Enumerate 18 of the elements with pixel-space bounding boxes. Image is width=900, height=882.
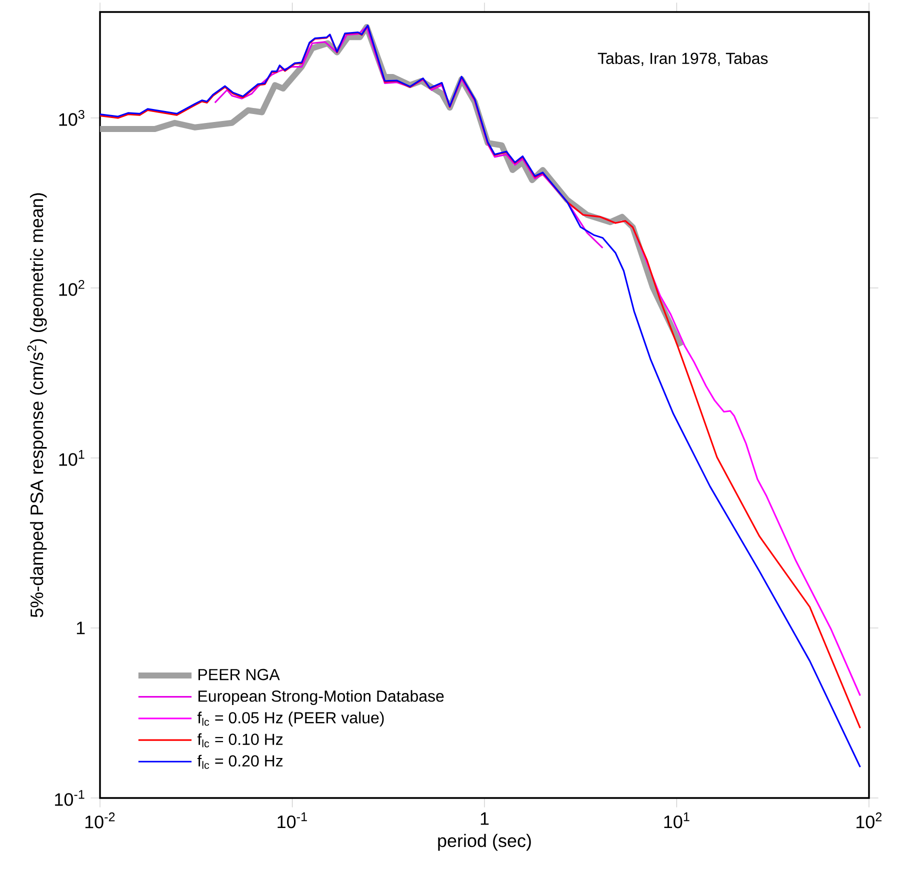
x-tick-label: 10$^{-1}$ [278,812,307,828]
annotation: Tabas, Iran 1978, Tabas [598,52,768,66]
x-tick-label: 1 [480,812,489,825]
y-tick-label: 10$^{1}$ [59,450,84,466]
legend-label: f$_{lc}$ = 0.10 Hz [197,733,283,748]
legend-label: f$_{lc}$ = 0.05 Hz (PEER value) [197,712,384,727]
y-tick-label: 1 [76,622,85,634]
x-axis-title: period (sec) [438,834,531,851]
x-tick-label: 10$^{1}$ [664,812,690,828]
legend-label: European Strong-Motion Database [198,690,444,705]
y-tick-label: 10$^{2}$ [59,280,84,296]
x-tick-label: 10$^{2}$ [856,812,882,828]
y-tick-label: 10$^{3}$ [59,110,84,126]
legend-label: PEER NGA [198,668,280,680]
legend-label: f$_{lc}$ = 0.20 Hz [197,754,283,769]
y-tick-label: 10$^{-1}$ [55,790,84,806]
y-axis-title: 5%-damped PSA response (cm/s$^{2}$) (geometric mean) [27,193,47,618]
x-tick-label: 10$^{-2}$ [85,812,115,828]
